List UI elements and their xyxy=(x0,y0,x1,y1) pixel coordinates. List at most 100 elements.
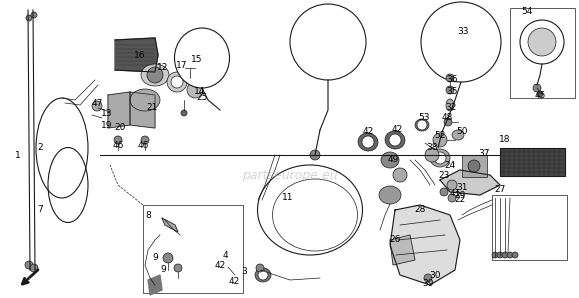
Text: 32: 32 xyxy=(445,103,457,111)
Circle shape xyxy=(256,264,264,272)
Circle shape xyxy=(187,78,193,84)
Text: 2: 2 xyxy=(37,144,43,153)
Ellipse shape xyxy=(452,130,464,140)
Circle shape xyxy=(30,264,38,272)
Ellipse shape xyxy=(379,186,401,204)
Text: 49: 49 xyxy=(387,156,399,164)
Polygon shape xyxy=(115,38,158,72)
Circle shape xyxy=(290,4,366,80)
Circle shape xyxy=(213,250,223,260)
Text: 21: 21 xyxy=(146,103,157,113)
Circle shape xyxy=(492,252,498,258)
Ellipse shape xyxy=(210,248,226,262)
Text: 31: 31 xyxy=(456,184,468,193)
Circle shape xyxy=(230,273,240,283)
Text: 28: 28 xyxy=(415,206,426,215)
Text: 19: 19 xyxy=(101,120,113,130)
Text: 46: 46 xyxy=(112,140,124,150)
Ellipse shape xyxy=(381,152,399,168)
Text: 33: 33 xyxy=(457,27,469,36)
Text: 35: 35 xyxy=(446,88,458,97)
Ellipse shape xyxy=(415,119,429,131)
Text: 48: 48 xyxy=(441,114,453,122)
Circle shape xyxy=(425,148,439,162)
Text: 53: 53 xyxy=(418,114,430,122)
Text: 46: 46 xyxy=(137,140,149,150)
Text: 18: 18 xyxy=(499,136,511,145)
Polygon shape xyxy=(390,235,415,265)
Circle shape xyxy=(310,150,320,160)
Bar xyxy=(510,8,575,98)
Polygon shape xyxy=(148,275,162,295)
Text: 1: 1 xyxy=(15,150,21,159)
Circle shape xyxy=(528,28,556,56)
Polygon shape xyxy=(108,92,130,128)
Circle shape xyxy=(537,91,543,97)
Bar xyxy=(492,195,567,260)
Circle shape xyxy=(141,136,149,144)
Text: 11: 11 xyxy=(282,193,294,201)
Circle shape xyxy=(362,136,374,148)
Text: 15: 15 xyxy=(191,55,203,64)
Ellipse shape xyxy=(141,64,169,86)
Circle shape xyxy=(221,253,235,267)
Text: 9: 9 xyxy=(160,266,166,274)
Text: 52: 52 xyxy=(434,131,446,139)
Circle shape xyxy=(258,270,268,280)
Circle shape xyxy=(424,274,432,282)
Circle shape xyxy=(31,12,37,18)
Text: 16: 16 xyxy=(134,50,146,60)
Text: 23: 23 xyxy=(438,170,450,179)
Bar xyxy=(462,155,487,177)
Ellipse shape xyxy=(227,271,243,285)
Circle shape xyxy=(163,253,173,263)
Text: 42: 42 xyxy=(362,128,373,136)
Circle shape xyxy=(447,180,457,190)
Polygon shape xyxy=(390,205,460,285)
Circle shape xyxy=(25,261,33,269)
Text: 8: 8 xyxy=(145,210,151,220)
Circle shape xyxy=(448,194,456,202)
Text: 38: 38 xyxy=(426,142,438,151)
Circle shape xyxy=(446,74,454,82)
Text: 24: 24 xyxy=(444,161,456,170)
Text: 26: 26 xyxy=(389,235,401,244)
Text: 7: 7 xyxy=(37,206,43,215)
Text: 22: 22 xyxy=(455,195,466,204)
Text: 30: 30 xyxy=(429,271,441,280)
Bar xyxy=(500,148,565,176)
Text: 47: 47 xyxy=(91,99,102,108)
Text: 39: 39 xyxy=(422,280,434,288)
Circle shape xyxy=(533,84,541,92)
Text: 3: 3 xyxy=(241,268,247,277)
Circle shape xyxy=(507,252,513,258)
Ellipse shape xyxy=(167,72,187,92)
Ellipse shape xyxy=(385,131,405,149)
Text: 14: 14 xyxy=(195,88,206,97)
Circle shape xyxy=(389,134,401,146)
Text: 9: 9 xyxy=(152,254,158,263)
Circle shape xyxy=(174,264,182,272)
Ellipse shape xyxy=(358,133,378,151)
Text: 41: 41 xyxy=(449,190,461,198)
Circle shape xyxy=(502,252,508,258)
Polygon shape xyxy=(440,170,500,195)
Ellipse shape xyxy=(430,149,450,167)
Circle shape xyxy=(171,76,183,88)
Circle shape xyxy=(433,133,447,147)
Circle shape xyxy=(181,110,187,116)
Circle shape xyxy=(512,252,518,258)
Text: 50: 50 xyxy=(456,128,468,136)
Text: 37: 37 xyxy=(478,148,490,158)
Circle shape xyxy=(434,152,446,164)
Circle shape xyxy=(520,20,564,64)
Circle shape xyxy=(417,120,427,130)
Circle shape xyxy=(147,67,163,83)
Circle shape xyxy=(421,2,501,82)
Text: 17: 17 xyxy=(176,60,188,69)
Text: 20: 20 xyxy=(114,123,126,133)
Ellipse shape xyxy=(130,89,160,111)
Text: 42: 42 xyxy=(228,277,240,286)
Text: 45: 45 xyxy=(534,91,545,100)
Ellipse shape xyxy=(446,99,454,111)
